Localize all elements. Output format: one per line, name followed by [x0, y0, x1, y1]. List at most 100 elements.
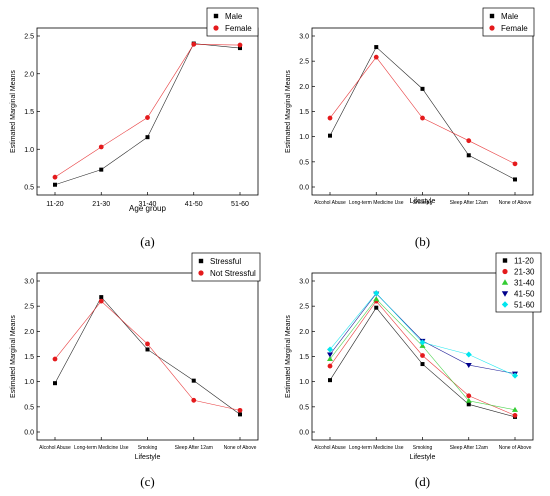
x-tick-label: 31-40	[139, 201, 157, 208]
y-tick-label: 1.5	[299, 109, 309, 116]
x-tick-label: Sleep After 12am	[450, 200, 488, 206]
y-tick-label: 2.0	[299, 329, 309, 336]
legend-label: Male	[225, 12, 243, 21]
plot-frame	[36, 272, 259, 441]
data-point	[327, 356, 333, 362]
data-point	[327, 115, 333, 121]
chart-panel-3: 0.0 0.5 1.0 1.5 2.0 2.5 3.0 Alcohol Abuse Long-t…	[10, 252, 261, 489]
chart-panel-1: 0.5 1.0 1.5 2.0 2.5 11-20 21-30 31-40 41-50 51-60…	[10, 7, 259, 249]
y-tick-label: 1.0	[24, 147, 34, 154]
y-tick-label: 2.0	[24, 71, 34, 78]
x-tick-label: Alcohol Abuse	[39, 445, 71, 451]
legend-label: Stressful	[210, 257, 241, 266]
data-point	[327, 352, 333, 358]
legend-marker	[489, 25, 495, 31]
y-tick-label: 1.0	[299, 134, 309, 141]
panel-label: (b)	[415, 234, 430, 249]
data-point	[191, 41, 197, 47]
data-point	[512, 406, 518, 412]
plot-frame	[311, 27, 534, 196]
x-tick-label: Smoking	[413, 200, 433, 206]
legend-marker	[198, 270, 204, 276]
legend-box	[482, 7, 535, 37]
series-line-41-50	[329, 293, 516, 374]
y-tick-label: 2.5	[24, 304, 34, 311]
data-point	[419, 339, 426, 346]
data-point	[191, 378, 196, 383]
y-axis-title: Estimated Marginal Means	[285, 315, 292, 398]
x-tick-label: 11-20	[46, 201, 63, 208]
data-point	[53, 182, 57, 187]
data-point	[512, 412, 518, 418]
y-axis-title: Estimated Marginal Means	[10, 315, 17, 398]
data-point	[420, 362, 425, 367]
x-axis-title: Lifestyle	[410, 198, 436, 205]
y-tick-label: 2.5	[24, 34, 34, 41]
x-tick-label: Sleep After 12am	[175, 445, 213, 451]
panel-label: (d)	[415, 474, 430, 489]
data-point	[466, 402, 471, 407]
x-tick-label: None of Above	[499, 200, 532, 206]
legend-marker	[489, 13, 495, 19]
data-point	[466, 393, 472, 399]
data-point	[145, 115, 150, 120]
chart-panel-4: 0.0 0.5 1.0 1.5 2.0 2.5 3.0 Alcohol Abuse Long-t…	[285, 252, 542, 489]
x-tick-label: Alcohol Abuse	[314, 200, 346, 206]
series-line-Male	[329, 46, 516, 180]
x-tick-label: None of Above	[499, 445, 532, 451]
data-point	[374, 305, 379, 310]
data-point	[512, 372, 518, 379]
data-point	[238, 46, 242, 51]
data-point	[420, 86, 425, 91]
x-tick-label: 21-30	[92, 201, 110, 208]
x-tick-label: Long-term Medicine Use	[349, 445, 404, 451]
y-tick-label: 0.0	[299, 430, 309, 437]
data-point	[373, 296, 380, 302]
y-tick-label: 2.0	[299, 84, 309, 91]
data-point	[466, 153, 471, 158]
y-tick-label: 2.5	[299, 304, 309, 311]
y-tick-label: 2.0	[24, 329, 34, 336]
legend-marker	[501, 279, 509, 285]
x-tick-label: 41-50	[185, 201, 203, 208]
data-point	[419, 342, 426, 348]
y-tick-label: 1.5	[24, 354, 34, 361]
legend-label: 31-40	[514, 279, 535, 288]
data-point	[465, 363, 472, 369]
y-tick-label: 2.5	[299, 59, 309, 66]
data-point	[513, 177, 517, 182]
legend-label: 21-30	[514, 268, 535, 277]
x-tick-label: Long-term Medicine Use	[74, 445, 129, 451]
x-tick-label: Alcohol Abuse	[314, 445, 346, 451]
series-line-Female	[329, 56, 516, 165]
data-point	[98, 144, 104, 150]
data-point	[238, 412, 242, 417]
data-point	[374, 45, 379, 50]
y-axis-title: Estimated Marginal Means	[285, 70, 292, 153]
x-tick-label: Sleep After 12am	[450, 445, 488, 451]
x-tick-label: Smoking	[138, 445, 158, 451]
x-tick-label: Smoking	[413, 445, 433, 451]
data-point	[465, 397, 472, 403]
legend-label: Male	[501, 12, 519, 21]
data-point	[420, 115, 425, 121]
legend-label: 11-20	[514, 257, 534, 266]
legend-label: Not Stressful	[210, 269, 256, 278]
y-tick-label: 3.0	[299, 279, 309, 286]
y-tick-label: 0.5	[299, 404, 309, 411]
x-axis-title: Age group	[129, 204, 166, 213]
legend-marker	[502, 258, 508, 263]
data-point	[466, 138, 472, 144]
data-point	[328, 378, 332, 383]
data-point	[512, 161, 518, 167]
data-point	[145, 347, 150, 352]
series-line-Female	[54, 44, 241, 178]
x-axis-title: Lifestyle	[135, 454, 161, 461]
data-point	[52, 174, 58, 180]
y-tick-label: 0.5	[299, 159, 309, 166]
legend-marker	[198, 258, 204, 264]
legend-label: Female	[501, 24, 528, 33]
data-point	[53, 381, 57, 386]
data-point	[145, 135, 150, 140]
